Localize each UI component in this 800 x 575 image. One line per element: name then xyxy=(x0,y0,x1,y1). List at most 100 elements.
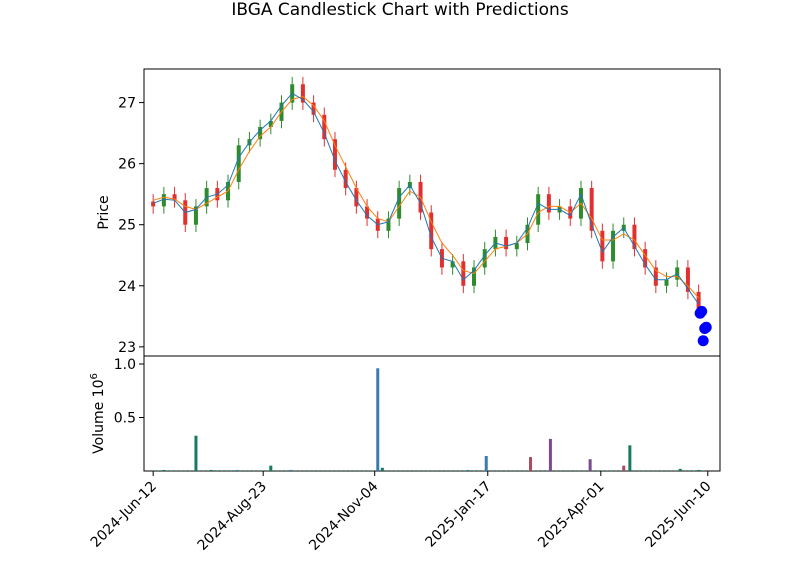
volume-bar xyxy=(344,470,347,471)
volume-bar xyxy=(175,470,178,471)
volume-bar xyxy=(188,470,191,471)
price-panel: 23 24 25 26 27 Price xyxy=(96,68,721,357)
volume-bar xyxy=(225,470,228,471)
candle-body xyxy=(589,188,594,231)
x-tick-label: 2025-Apr-01 xyxy=(535,479,608,552)
volume-bar xyxy=(486,470,489,471)
volume-bar xyxy=(454,470,457,471)
candle-body xyxy=(193,206,198,225)
sma-short-line xyxy=(153,92,700,305)
volume-bar xyxy=(248,470,251,471)
volume-bar xyxy=(587,470,590,471)
volume-bar xyxy=(209,469,213,471)
volume-bar xyxy=(509,470,512,471)
candle-body xyxy=(536,194,541,225)
candle-body xyxy=(472,267,477,286)
candle-body xyxy=(643,249,648,268)
candle-body xyxy=(172,194,177,201)
volume-bar xyxy=(466,469,470,471)
volume-bar xyxy=(541,470,544,471)
volume-bar xyxy=(418,470,421,471)
volume-bar xyxy=(280,470,283,471)
volume-y-tick-label: 1.0 xyxy=(114,357,136,373)
volume-bar xyxy=(450,470,453,471)
price-y-tick-label: 27 xyxy=(118,96,136,112)
volume-bar xyxy=(588,459,592,471)
volume-bar xyxy=(380,467,384,471)
volume-bar xyxy=(628,445,632,471)
volume-bar xyxy=(555,470,558,471)
volume-bar xyxy=(413,470,416,471)
candle-body xyxy=(386,218,391,231)
price-y-tick-label: 25 xyxy=(118,218,136,234)
volume-bar xyxy=(427,470,430,471)
volume-bar xyxy=(697,469,701,471)
volume-bar xyxy=(436,470,439,471)
sma-long-line xyxy=(153,95,699,299)
volume-bar xyxy=(262,470,265,471)
volume-bar xyxy=(220,470,223,471)
volume-bar xyxy=(518,470,521,471)
volume-bar xyxy=(702,470,705,471)
candle-body xyxy=(236,145,241,182)
volume-bar xyxy=(431,470,434,471)
volume-bar xyxy=(156,470,159,471)
volume-bar xyxy=(202,470,205,471)
volume-bar xyxy=(335,470,338,471)
chart-title: IBGA Candlestick Chart with Predictions xyxy=(231,0,569,20)
candle-body xyxy=(311,102,316,115)
x-tick-label: 2025-Jan-17 xyxy=(423,479,495,551)
price-y-tick-label: 26 xyxy=(118,157,136,173)
prediction-point xyxy=(697,335,709,347)
volume-bar xyxy=(560,470,563,471)
volume-bar xyxy=(390,470,393,471)
candle-body xyxy=(685,267,690,292)
volume-bar xyxy=(546,470,549,471)
volume-bar xyxy=(317,470,320,471)
volume-bar xyxy=(477,470,480,471)
x-tick-label: 2025-Jun-10 xyxy=(642,479,714,551)
volume-bar xyxy=(367,470,370,471)
candle-body xyxy=(632,224,637,250)
volume-bar xyxy=(573,470,576,471)
volume-bar xyxy=(404,470,407,471)
volume-bar xyxy=(491,470,494,471)
volume-bar xyxy=(592,470,595,471)
volume-bar xyxy=(529,457,533,471)
volume-bar xyxy=(321,470,324,471)
volume-bar xyxy=(656,470,659,471)
volume-bar xyxy=(564,470,567,471)
volume-bar xyxy=(622,465,626,471)
candle-body xyxy=(546,194,551,213)
volume-bar xyxy=(165,470,168,471)
volume-bar xyxy=(340,470,343,471)
volume-bar xyxy=(399,470,402,471)
volume-bar xyxy=(152,470,155,471)
volume-bar xyxy=(440,470,443,471)
volume-bar xyxy=(184,470,187,471)
volume-bar xyxy=(523,470,526,471)
volume-bar xyxy=(253,470,256,471)
volume-bar xyxy=(642,470,645,471)
volume-bar xyxy=(179,470,182,471)
volume-bar xyxy=(243,470,246,471)
volume-bar xyxy=(569,470,572,471)
volume-bar xyxy=(505,470,508,471)
candle-body xyxy=(343,169,348,189)
price-y-tick-label: 23 xyxy=(118,340,136,356)
volume-bar xyxy=(670,470,673,471)
volume-bar xyxy=(610,470,613,471)
volume-bar xyxy=(198,470,201,471)
volume-bar xyxy=(633,470,636,471)
volume-bar xyxy=(289,469,293,471)
volume-bar xyxy=(651,470,654,471)
volume-bar xyxy=(674,470,677,471)
volume-bar xyxy=(216,470,219,471)
x-tick-label: 2024-Aug-23 xyxy=(195,479,270,554)
candle-body xyxy=(397,188,402,219)
candle-body xyxy=(514,243,519,250)
volume-bar xyxy=(193,470,196,471)
candle-body xyxy=(664,279,669,286)
volume-bar xyxy=(688,470,691,471)
volume-y-tick-label: 0.5 xyxy=(114,411,136,427)
